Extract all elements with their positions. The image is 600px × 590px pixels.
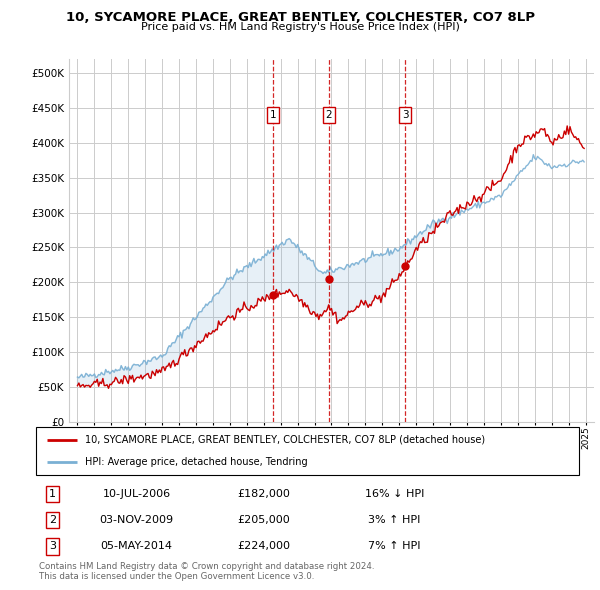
Text: 3: 3 bbox=[401, 110, 409, 120]
Text: This data is licensed under the Open Government Licence v3.0.: This data is licensed under the Open Gov… bbox=[39, 572, 314, 581]
Text: £224,000: £224,000 bbox=[238, 542, 290, 552]
Text: £205,000: £205,000 bbox=[238, 515, 290, 525]
Text: 1: 1 bbox=[269, 110, 276, 120]
Text: 10, SYCAMORE PLACE, GREAT BENTLEY, COLCHESTER, CO7 8LP: 10, SYCAMORE PLACE, GREAT BENTLEY, COLCH… bbox=[65, 11, 535, 24]
Text: 03-NOV-2009: 03-NOV-2009 bbox=[100, 515, 173, 525]
Text: 2: 2 bbox=[325, 110, 332, 120]
Text: HPI: Average price, detached house, Tendring: HPI: Average price, detached house, Tend… bbox=[85, 457, 307, 467]
Text: 3: 3 bbox=[49, 542, 56, 552]
Text: 2: 2 bbox=[49, 515, 56, 525]
Text: Contains HM Land Registry data © Crown copyright and database right 2024.: Contains HM Land Registry data © Crown c… bbox=[39, 562, 374, 571]
Text: 1: 1 bbox=[49, 489, 56, 499]
Text: 05-MAY-2014: 05-MAY-2014 bbox=[100, 542, 172, 552]
Text: 10-JUL-2006: 10-JUL-2006 bbox=[103, 489, 170, 499]
Text: 3% ↑ HPI: 3% ↑ HPI bbox=[368, 515, 421, 525]
Text: 7% ↑ HPI: 7% ↑ HPI bbox=[368, 542, 421, 552]
Text: 16% ↓ HPI: 16% ↓ HPI bbox=[365, 489, 424, 499]
Text: 10, SYCAMORE PLACE, GREAT BENTLEY, COLCHESTER, CO7 8LP (detached house): 10, SYCAMORE PLACE, GREAT BENTLEY, COLCH… bbox=[85, 435, 485, 445]
Text: Price paid vs. HM Land Registry's House Price Index (HPI): Price paid vs. HM Land Registry's House … bbox=[140, 22, 460, 32]
Text: £182,000: £182,000 bbox=[238, 489, 290, 499]
